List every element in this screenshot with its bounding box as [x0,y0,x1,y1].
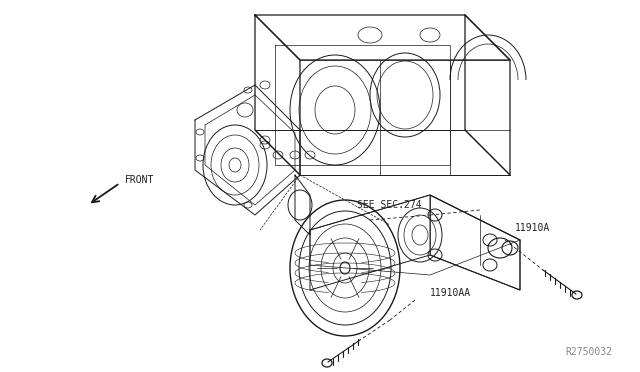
Text: SEE SEC.274: SEE SEC.274 [357,200,422,210]
Text: FRONT: FRONT [125,175,154,185]
Text: R2750032: R2750032 [565,347,612,357]
Text: 11910A: 11910A [515,223,550,233]
Text: 11910AA: 11910AA [430,288,471,298]
